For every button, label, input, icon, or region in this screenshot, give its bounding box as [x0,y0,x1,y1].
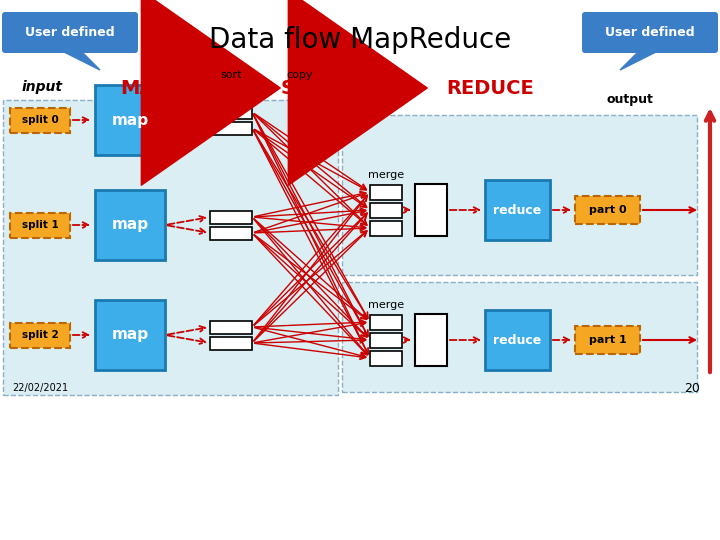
Text: MAP: MAP [121,78,169,98]
Bar [415,314,447,366]
Text: User defined: User defined [25,26,114,39]
Bar [370,220,402,235]
FancyBboxPatch shape [582,12,718,53]
Bar [210,105,252,118]
Text: reduce: reduce [493,204,541,217]
Bar [3,100,338,395]
Bar [485,310,550,370]
Polygon shape [620,50,660,70]
FancyBboxPatch shape [2,12,138,53]
Text: map: map [112,218,148,233]
Bar [370,314,402,329]
Text: part 1: part 1 [589,335,626,345]
Text: copy: copy [287,70,313,80]
Text: output: output [606,93,654,106]
Bar [95,85,165,155]
Bar [575,196,640,224]
Text: split 0: split 0 [22,115,58,125]
Text: 22/02/2021: 22/02/2021 [12,383,68,393]
Text: sort: sort [220,70,242,80]
Text: map: map [112,112,148,127]
Bar [10,107,70,132]
Text: split 2: split 2 [22,330,58,340]
Bar [415,184,447,236]
Text: SHUFFLE: SHUFFLE [281,78,379,98]
Text: merge: merge [368,300,404,309]
Text: Data flow MapReduce: Data flow MapReduce [209,26,511,54]
Bar [210,321,252,334]
Bar [485,180,550,240]
Text: reduce: reduce [493,334,541,347]
Text: split 1: split 1 [22,220,58,230]
Text: 20: 20 [684,381,700,395]
Bar [370,333,402,348]
Bar [210,211,252,224]
Bar [210,226,252,240]
Polygon shape [60,50,100,70]
Text: merge: merge [368,170,404,179]
Bar [95,300,165,370]
Bar [370,202,402,218]
Bar [342,282,697,392]
Bar [210,336,252,349]
Bar [210,122,252,134]
Text: REDUCE: REDUCE [446,78,534,98]
Bar [575,326,640,354]
Bar [95,190,165,260]
Text: part 0: part 0 [589,205,626,215]
Bar [10,213,70,238]
Text: User defined: User defined [606,26,695,39]
Bar [10,322,70,348]
Bar [370,350,402,366]
Text: input: input [22,80,63,94]
Bar [370,185,402,199]
Bar [342,115,697,275]
Text: map: map [112,327,148,342]
